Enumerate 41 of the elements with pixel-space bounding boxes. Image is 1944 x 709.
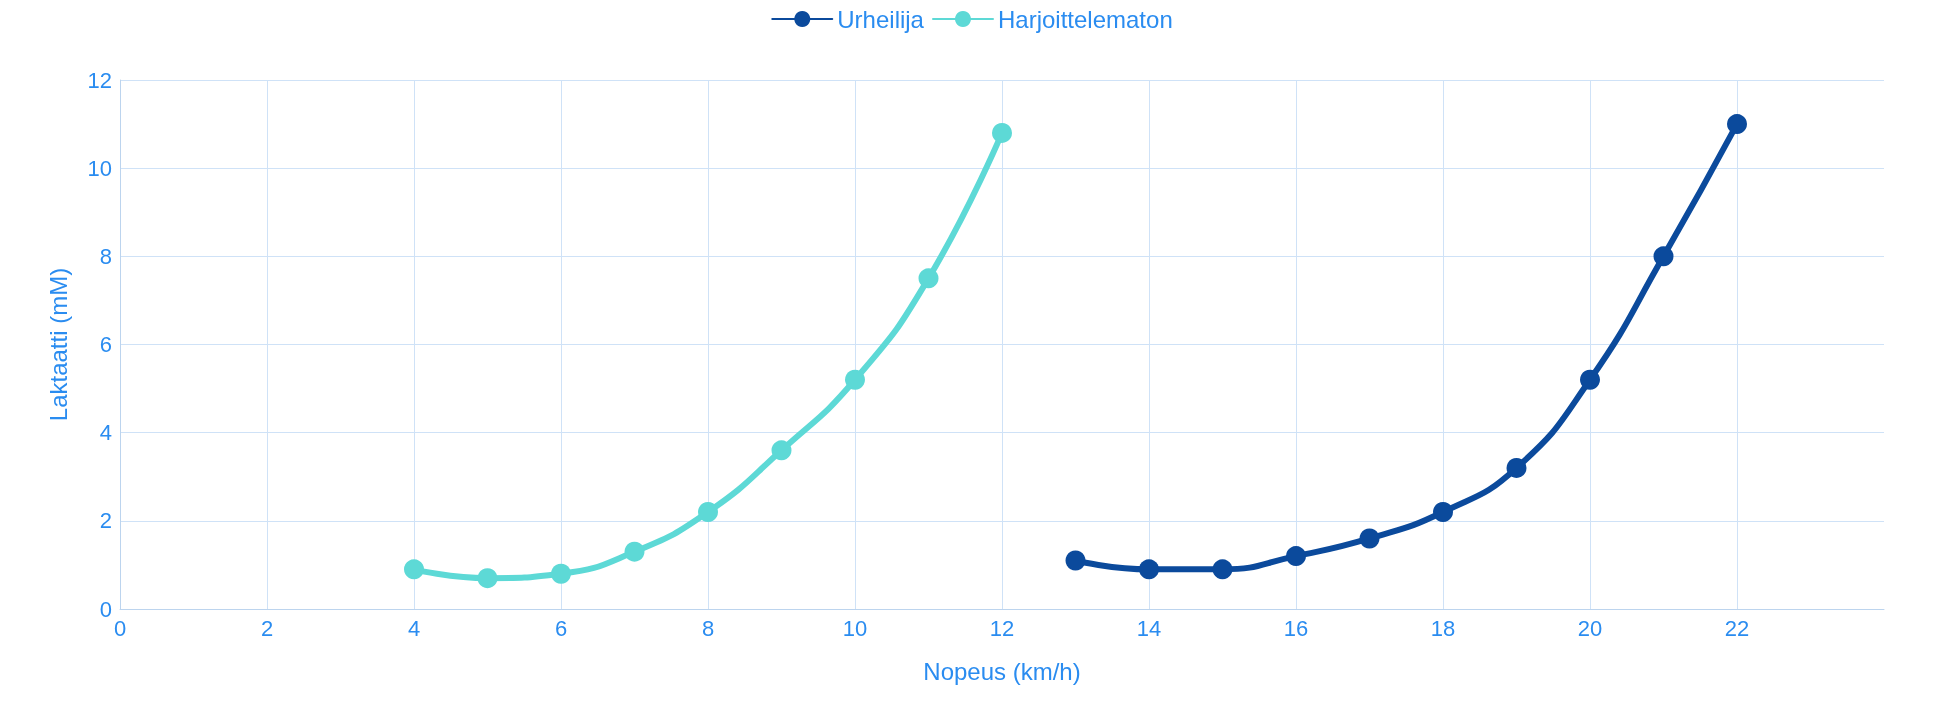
legend-label: Harjoittelematon [997, 5, 1173, 33]
point [1286, 546, 1306, 567]
point [1359, 528, 1380, 549]
point [1580, 369, 1600, 390]
point [698, 502, 718, 523]
x-tick-label: 18 [1430, 615, 1456, 641]
y-tick-label: 0 [99, 596, 112, 622]
point [992, 122, 1012, 143]
point [1727, 114, 1747, 135]
x-tick-label: 16 [1283, 615, 1309, 641]
point [845, 369, 865, 390]
point [1065, 550, 1086, 571]
x-tick-label: 12 [989, 615, 1015, 641]
point [1506, 457, 1527, 478]
y-tick-label: 6 [99, 332, 112, 357]
x-tick-label: 10 [842, 615, 868, 641]
point [624, 541, 645, 562]
x-tick-label: 2 [260, 615, 274, 641]
x-axis-title: Nopeus (km/h) [923, 657, 1081, 685]
x-tick-label: 14 [1136, 615, 1162, 641]
y-tick-label: 10 [87, 155, 112, 181]
y-axis-title: Laktaatti (mM) [44, 267, 72, 422]
point [1212, 559, 1233, 580]
y-tick-label: 8 [99, 243, 112, 269]
x-tick-label: 6 [554, 615, 568, 641]
y-tick-label: 2 [99, 508, 112, 534]
x-tick-label: 4 [407, 615, 421, 641]
point [1653, 246, 1674, 267]
point [1139, 559, 1159, 580]
point [404, 559, 424, 580]
legend-label: Urheilija [837, 5, 925, 33]
x-tick-label: 20 [1577, 615, 1603, 641]
x-tick-label: 22 [1724, 615, 1750, 641]
point [477, 568, 498, 589]
x-tick-label: 8 [701, 615, 715, 641]
point [1433, 502, 1453, 523]
y-tick-label: 12 [87, 67, 112, 93]
point [771, 440, 792, 461]
y-tick-label: 4 [99, 420, 112, 446]
point [551, 563, 571, 584]
point [918, 268, 939, 289]
